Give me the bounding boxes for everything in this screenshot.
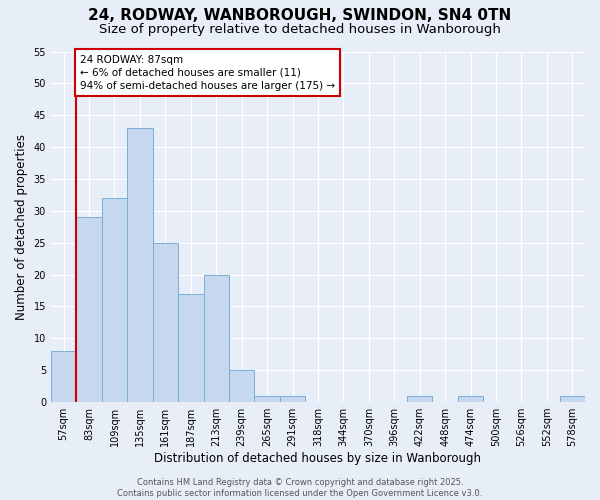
Bar [254, 396, 280, 402]
X-axis label: Distribution of detached houses by size in Wanborough: Distribution of detached houses by size … [154, 452, 481, 465]
Bar [407, 396, 433, 402]
Bar [152, 242, 178, 402]
Bar [51, 351, 76, 402]
Text: Contains HM Land Registry data © Crown copyright and database right 2025.
Contai: Contains HM Land Registry data © Crown c… [118, 478, 482, 498]
Y-axis label: Number of detached properties: Number of detached properties [15, 134, 28, 320]
Bar [76, 217, 102, 402]
Bar [102, 198, 127, 402]
Bar [229, 370, 254, 402]
Bar [127, 128, 152, 402]
Bar [178, 294, 203, 402]
Bar [458, 396, 483, 402]
Bar [203, 274, 229, 402]
Bar [280, 396, 305, 402]
Text: 24 RODWAY: 87sqm
← 6% of detached houses are smaller (11)
94% of semi-detached h: 24 RODWAY: 87sqm ← 6% of detached houses… [80, 54, 335, 91]
Text: Size of property relative to detached houses in Wanborough: Size of property relative to detached ho… [99, 22, 501, 36]
Text: 24, RODWAY, WANBOROUGH, SWINDON, SN4 0TN: 24, RODWAY, WANBOROUGH, SWINDON, SN4 0TN [88, 8, 512, 22]
Bar [560, 396, 585, 402]
